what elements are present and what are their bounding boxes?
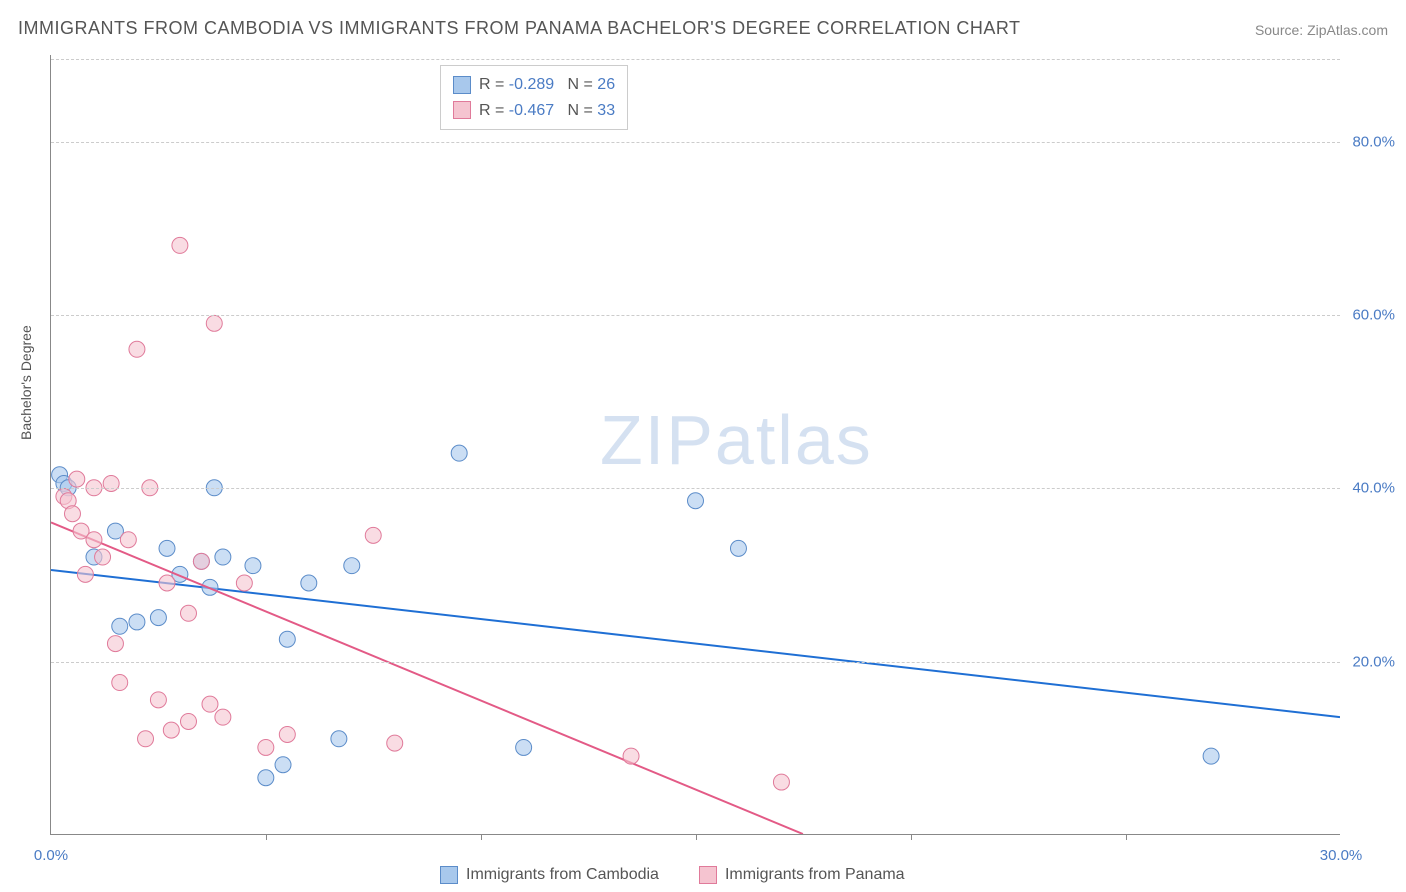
plot-area: 20.0%40.0%60.0%80.0%0.0%30.0% (50, 55, 1340, 835)
data-point (202, 579, 218, 595)
correlation-legend: R = -0.289 N = 26R = -0.467 N = 33 (440, 65, 628, 130)
legend-item: Immigrants from Panama (699, 866, 905, 884)
data-point (688, 493, 704, 509)
data-point (112, 618, 128, 634)
data-point (1203, 748, 1219, 764)
legend-label: Immigrants from Panama (725, 866, 905, 884)
data-point (107, 636, 123, 652)
data-point (172, 237, 188, 253)
data-point (120, 532, 136, 548)
grid-line (51, 59, 1340, 60)
y-tick-label: 40.0% (1345, 480, 1395, 497)
legend-row: R = -0.467 N = 33 (453, 98, 615, 124)
grid-line (51, 662, 1340, 663)
legend-swatch (453, 76, 471, 94)
data-point (623, 748, 639, 764)
data-point (56, 488, 72, 504)
data-point (86, 532, 102, 548)
data-point (60, 493, 76, 509)
data-point (138, 731, 154, 747)
legend-row: R = -0.289 N = 26 (453, 72, 615, 98)
grid-line (51, 142, 1340, 143)
data-point (86, 549, 102, 565)
x-tick-label: 0.0% (34, 847, 68, 864)
data-point (180, 605, 196, 621)
data-point (73, 523, 89, 539)
chart-title: IMMIGRANTS FROM CAMBODIA VS IMMIGRANTS F… (18, 18, 1021, 39)
data-point (193, 553, 209, 569)
y-tick-label: 60.0% (1345, 307, 1395, 324)
x-tick (1126, 834, 1127, 840)
data-point (331, 731, 347, 747)
data-point (387, 735, 403, 751)
y-axis-label: Bachelor's Degree (18, 325, 34, 440)
data-point (180, 713, 196, 729)
legend-swatch (440, 866, 458, 884)
series-legend: Immigrants from Cambodia Immigrants from … (440, 866, 905, 884)
x-tick (266, 834, 267, 840)
x-tick (481, 834, 482, 840)
data-point (516, 739, 532, 755)
legend-text: R = -0.289 N = 26 (479, 72, 615, 98)
trend-line (51, 522, 803, 834)
data-point (77, 566, 93, 582)
data-point (129, 341, 145, 357)
y-tick-label: 20.0% (1345, 653, 1395, 670)
data-point (172, 566, 188, 582)
data-point (451, 445, 467, 461)
data-point (275, 757, 291, 773)
data-point (64, 506, 80, 522)
legend-swatch (699, 866, 717, 884)
data-point (215, 709, 231, 725)
data-point (301, 575, 317, 591)
chart-svg (51, 55, 1340, 834)
data-point (193, 553, 209, 569)
source-credit: Source: ZipAtlas.com (1255, 22, 1388, 38)
legend-swatch (453, 101, 471, 119)
data-point (129, 614, 145, 630)
trend-line (51, 570, 1340, 717)
grid-line (51, 315, 1340, 316)
data-point (159, 575, 175, 591)
data-point (206, 315, 222, 331)
x-tick (911, 834, 912, 840)
legend-label: Immigrants from Cambodia (466, 866, 659, 884)
data-point (150, 692, 166, 708)
data-point (69, 471, 85, 487)
data-point (236, 575, 252, 591)
data-point (150, 610, 166, 626)
legend-item: Immigrants from Cambodia (440, 866, 659, 884)
data-point (215, 549, 231, 565)
legend-text: R = -0.467 N = 33 (479, 98, 615, 124)
data-point (279, 631, 295, 647)
data-point (279, 726, 295, 742)
data-point (159, 540, 175, 556)
data-point (112, 675, 128, 691)
data-point (344, 558, 360, 574)
y-tick-label: 80.0% (1345, 133, 1395, 150)
data-point (245, 558, 261, 574)
data-point (773, 774, 789, 790)
data-point (95, 549, 111, 565)
x-tick-label: 30.0% (1320, 847, 1363, 864)
data-point (258, 739, 274, 755)
data-point (163, 722, 179, 738)
data-point (107, 523, 123, 539)
x-tick (696, 834, 697, 840)
data-point (202, 696, 218, 712)
data-point (258, 770, 274, 786)
data-point (730, 540, 746, 556)
grid-line (51, 488, 1340, 489)
data-point (365, 527, 381, 543)
data-point (52, 467, 68, 483)
